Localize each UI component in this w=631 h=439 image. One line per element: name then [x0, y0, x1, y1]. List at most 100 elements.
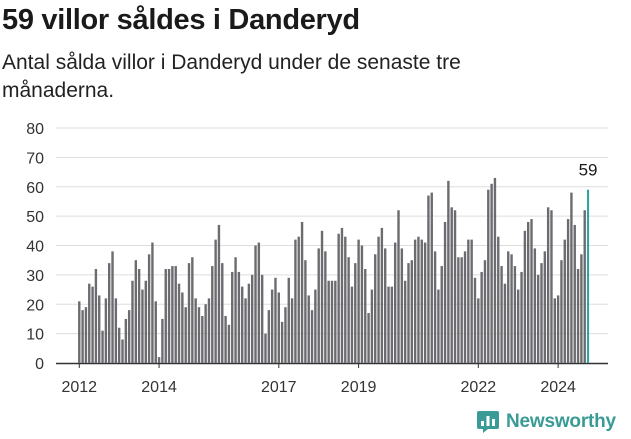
bar [536, 274, 540, 363]
y-tick-label: 0 [35, 356, 44, 373]
bar [364, 269, 367, 363]
bar [270, 289, 274, 363]
y-axis-tick-labels: 0 10 20 30 40 50 60 70 80 [26, 121, 44, 373]
bar [137, 269, 141, 363]
bar [440, 266, 443, 363]
bar [260, 274, 264, 363]
bar [453, 210, 457, 363]
bar [287, 277, 290, 363]
bar [101, 330, 104, 363]
bar [127, 310, 131, 363]
bar [473, 277, 477, 363]
y-tick-label: 30 [26, 268, 44, 285]
bar [450, 207, 453, 363]
bar [174, 266, 177, 363]
x-tick-label: 2024 [540, 379, 576, 396]
bar [483, 260, 487, 363]
bar [467, 239, 470, 363]
bar [300, 222, 304, 363]
bar [370, 289, 374, 363]
bar [546, 207, 550, 363]
y-tick-label: 10 [26, 327, 44, 344]
bar [357, 239, 360, 363]
bar [393, 242, 397, 363]
bar [254, 245, 257, 363]
bar [164, 269, 167, 363]
bar [104, 298, 108, 363]
bar [513, 266, 517, 363]
bar [154, 301, 157, 363]
bar [234, 257, 237, 363]
bar [344, 236, 347, 363]
y-tick-label: 70 [26, 150, 44, 167]
bar [360, 245, 364, 363]
bar [497, 236, 500, 363]
bar [347, 257, 350, 363]
bar [144, 280, 147, 363]
bar [297, 236, 300, 363]
bar [114, 298, 118, 363]
bar [576, 269, 580, 363]
bar [224, 316, 227, 363]
bar [217, 224, 221, 363]
bar [570, 192, 573, 363]
bar [314, 289, 317, 363]
bar [91, 286, 94, 363]
bar [463, 251, 467, 363]
bar [237, 271, 241, 363]
bar [111, 251, 114, 363]
bar [187, 263, 191, 363]
bar [560, 260, 563, 363]
bar [131, 280, 134, 363]
bar [181, 292, 184, 363]
bar [207, 298, 211, 363]
bar [264, 333, 267, 363]
bar [397, 210, 400, 363]
bar [553, 298, 556, 363]
bar [490, 183, 493, 363]
bar [507, 251, 510, 363]
bar [403, 280, 407, 363]
bar [550, 210, 553, 363]
bar [427, 195, 430, 363]
x-axis-tick-labels: 2012 2014 2017 2019 2022 2024 [61, 363, 576, 396]
bar [280, 321, 284, 363]
bar [250, 274, 254, 363]
bar [367, 313, 370, 363]
bar [177, 283, 181, 363]
bar [410, 260, 414, 363]
bar [457, 257, 460, 363]
bar [413, 239, 417, 363]
bar [247, 283, 251, 363]
bar [430, 192, 433, 363]
bar [517, 289, 520, 363]
bar [334, 280, 337, 363]
bar [98, 295, 101, 363]
bar [377, 236, 380, 363]
bar [88, 283, 91, 363]
bar [167, 269, 171, 363]
bar [204, 304, 207, 363]
y-tick-label: 20 [26, 297, 44, 314]
bar [540, 263, 543, 363]
bar [563, 239, 566, 363]
bar [171, 266, 174, 363]
y-tick-label: 40 [26, 239, 44, 256]
bar [194, 298, 197, 363]
x-tick-label: 2019 [341, 379, 377, 396]
bar [543, 251, 547, 363]
bar [460, 257, 463, 363]
bar [423, 242, 427, 363]
bar [157, 357, 161, 363]
bar [84, 307, 88, 363]
bar [477, 298, 480, 363]
bar [437, 289, 440, 363]
bar [277, 292, 280, 363]
bar [330, 280, 334, 363]
bar [556, 295, 560, 363]
bar [191, 257, 194, 363]
y-tick-label: 60 [26, 180, 44, 197]
bar [221, 263, 224, 363]
bar [354, 263, 357, 363]
